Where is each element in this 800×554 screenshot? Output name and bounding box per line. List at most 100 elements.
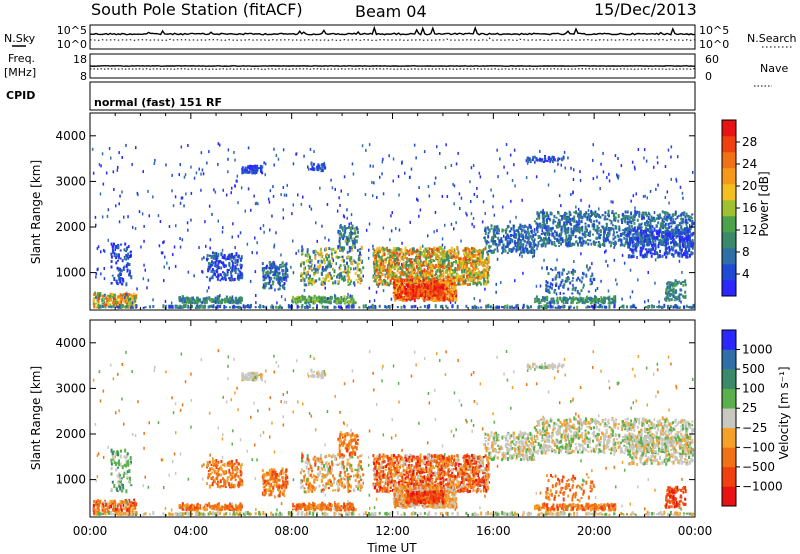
nsearch-label: N.Search xyxy=(747,32,797,45)
range-gate-cell xyxy=(446,297,449,301)
range-gate-cell xyxy=(433,251,436,256)
range-gate-cell xyxy=(397,286,399,289)
range-gate-cell xyxy=(443,252,446,256)
range-gate-cell xyxy=(480,258,483,261)
range-gate-cell xyxy=(563,298,566,302)
range-gate-cell xyxy=(336,275,338,279)
range-gate-cell xyxy=(389,270,392,274)
range-gate-cell xyxy=(281,284,284,289)
range-gate-cell xyxy=(513,148,516,152)
range-gate-cell xyxy=(419,246,422,251)
range-gate-cell xyxy=(309,168,312,171)
range-gate-cell xyxy=(101,302,104,305)
range-gate-cell xyxy=(277,280,280,284)
range-gate-cell xyxy=(268,279,271,283)
range-gate-cell xyxy=(504,304,507,308)
range-gate-cell xyxy=(425,276,428,280)
range-gate-cell xyxy=(393,287,396,289)
range-gate-cell xyxy=(443,262,446,267)
range-gate-cell xyxy=(219,143,221,147)
range-gate-cell xyxy=(283,282,286,285)
range-gate-cell xyxy=(286,275,289,279)
range-gate-cell xyxy=(159,220,162,223)
range-gate-cell xyxy=(463,255,466,258)
range-gate-cell xyxy=(456,246,459,250)
range-gate-cell xyxy=(143,239,145,243)
range-gate-cell xyxy=(216,297,219,302)
range-gate-cell xyxy=(478,275,481,280)
range-gate-cell xyxy=(115,204,117,208)
range-gate-cell xyxy=(354,272,357,276)
range-gate-cell xyxy=(180,145,183,149)
range-gate-cell xyxy=(289,305,292,309)
range-gate-cell xyxy=(399,266,402,269)
range-gate-cell xyxy=(465,270,468,275)
range-gate-cell xyxy=(557,162,559,166)
range-gate-cell xyxy=(445,283,448,286)
range-gate-cell xyxy=(410,258,413,260)
range-gate-cell xyxy=(327,272,330,277)
range-gate-cell xyxy=(435,279,438,283)
range-gate-cell xyxy=(339,268,342,271)
range-gate-cell xyxy=(478,272,481,277)
range-gate-cell xyxy=(466,270,469,273)
range-gate-cell xyxy=(316,167,319,171)
range-gate-cell xyxy=(186,221,189,225)
range-gate-cell xyxy=(262,279,265,282)
range-gate-cell xyxy=(301,245,303,249)
range-gate-cell xyxy=(426,289,429,293)
range-gate-cell xyxy=(119,257,122,260)
range-gate-cell xyxy=(227,298,230,302)
range-gate-cell xyxy=(504,249,507,253)
range-gate-cell xyxy=(350,221,352,225)
range-gate-cell xyxy=(283,193,286,197)
freq-tick-bottom: 8 xyxy=(80,70,87,83)
range-gate-cell xyxy=(384,268,387,272)
range-gate-cell xyxy=(471,246,473,250)
range-gate-cell xyxy=(336,209,339,213)
range-gate-cell xyxy=(229,266,232,270)
range-gate-cell xyxy=(446,292,448,296)
range-gate-cell xyxy=(181,299,184,304)
range-gate-cell xyxy=(346,216,348,220)
range-gate-cell xyxy=(396,269,399,273)
range-gate-cell xyxy=(471,271,474,274)
range-gate-cell xyxy=(445,280,448,285)
range-gate-cell xyxy=(652,216,655,220)
range-gate-cell xyxy=(344,299,347,302)
range-gate-cell xyxy=(231,266,234,271)
range-gate-cell xyxy=(419,208,422,212)
range-gate-cell xyxy=(236,263,239,267)
range-gate-cell xyxy=(452,294,455,298)
range-gate-cell xyxy=(129,303,132,307)
range-gate-cell xyxy=(303,271,306,275)
range-gate-cell xyxy=(190,165,192,169)
range-gate-cell xyxy=(421,263,424,267)
range-gate-cell xyxy=(653,305,656,309)
range-gate-cell xyxy=(640,223,643,226)
range-gate-cell xyxy=(126,262,129,267)
range-gate-cell xyxy=(330,248,333,252)
range-gate-cell xyxy=(350,226,352,230)
range-gate-cell xyxy=(447,254,449,258)
range-gate-cell xyxy=(109,303,112,308)
range-gate-cell xyxy=(562,305,565,309)
range-gate-cell xyxy=(412,263,415,267)
range-gate-cell xyxy=(442,287,445,290)
range-gate-cell xyxy=(562,299,565,303)
range-gate-cell xyxy=(547,183,550,187)
range-gate-cell xyxy=(124,242,127,246)
range-gate-cell xyxy=(409,248,412,251)
range-gate-cell xyxy=(447,257,450,260)
range-gate-cell xyxy=(543,258,545,262)
range-gate-cell xyxy=(416,279,419,283)
range-gate-cell xyxy=(412,288,415,293)
range-gate-cell xyxy=(279,264,282,268)
range-gate-cell xyxy=(558,157,561,160)
range-gate-cell xyxy=(147,189,149,193)
range-gate-cell xyxy=(458,267,461,271)
range-gate-cell xyxy=(623,261,626,265)
range-gate-cell xyxy=(575,296,577,300)
range-gate-cell xyxy=(478,280,481,284)
